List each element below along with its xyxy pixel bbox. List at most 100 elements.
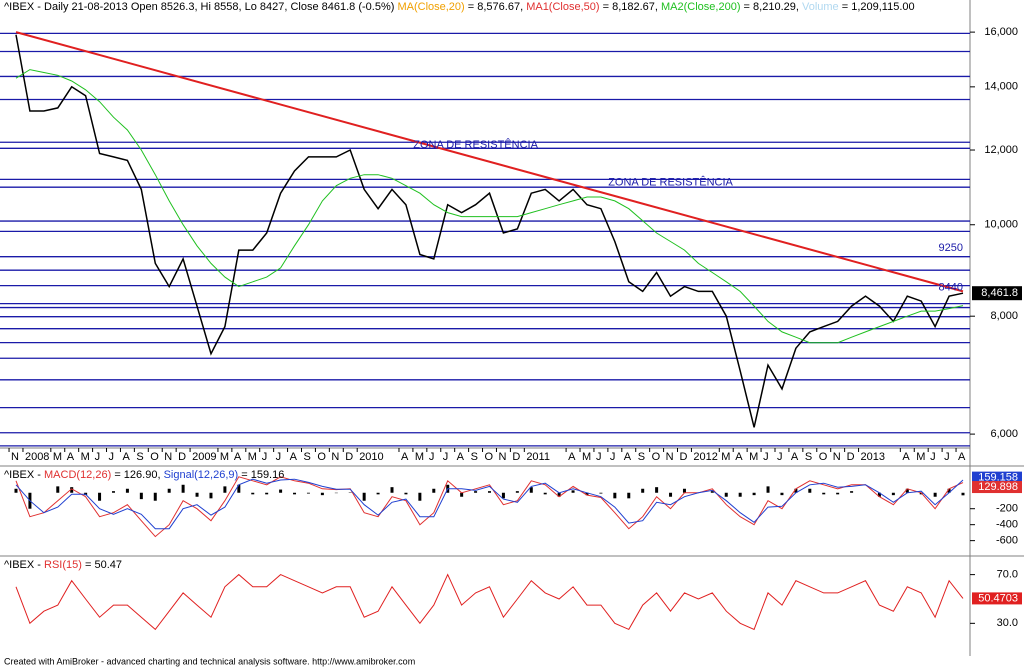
x-tick-label: S [136, 451, 143, 463]
x-tick-label: S [303, 451, 310, 463]
x-tick-label: A [791, 451, 799, 463]
y-tick-label: 10,000 [984, 219, 1018, 231]
x-tick-label: N [11, 451, 19, 463]
title-part: RSI(15) [44, 559, 82, 571]
title-part: = 126.90, [111, 469, 163, 481]
x-tick-label: A [457, 451, 465, 463]
x-tick-label: J [763, 451, 769, 463]
x-tick-label: O [819, 451, 828, 463]
x-tick-label: A [401, 451, 409, 463]
annotation: ZONA DE RESISTÊNCIA [413, 138, 538, 151]
x-tick-label: M [81, 451, 90, 463]
x-tick-label: J [930, 451, 936, 463]
title-part: = 50.47 [82, 559, 122, 571]
series-line [15, 476, 964, 538]
title-part: MA(Close,20) [397, 1, 464, 13]
y-tick-label: -200 [996, 503, 1018, 515]
panel-title: ^IBEX - MACD(12,26) = 126.90, Signal(12,… [4, 469, 284, 481]
annotation: 8440 [939, 281, 963, 293]
x-tick-label: J [109, 451, 115, 463]
title-part: MA1(Close,50) [526, 1, 599, 13]
annotation: ZONA DE RESISTÊNCIA [608, 176, 733, 189]
last-value-label: 129.898 [978, 481, 1018, 493]
title-part: = 1,209,115.00 [839, 1, 915, 13]
x-tick-label: A [290, 451, 298, 463]
x-tick-label: A [122, 451, 130, 463]
y-tick-label: -600 [996, 535, 1018, 547]
x-tick-label: 2009 [192, 451, 216, 463]
panel-title: ^IBEX - Daily 21-08-2013 Open 8526.3, Hi… [4, 1, 915, 13]
x-tick-label: J [276, 451, 282, 463]
x-tick-label: A [902, 451, 910, 463]
annotation: 9250 [939, 242, 963, 254]
series-line [15, 69, 964, 344]
title-part: Signal(12,26,9) [164, 469, 239, 481]
y-tick-label: 14,000 [984, 81, 1018, 93]
last-value-tag [972, 286, 1022, 301]
x-tick-label: J [777, 451, 783, 463]
x-tick-label: D [345, 451, 353, 463]
x-tick-label: J [610, 451, 616, 463]
trendline [15, 31, 964, 293]
y-tick-label: 8,000 [990, 310, 1018, 322]
title-part: ^IBEX - [4, 469, 44, 481]
y-tick-label: -400 [996, 519, 1018, 531]
title-part: = 159.16 [238, 469, 284, 481]
x-tick-label: A [735, 451, 743, 463]
x-tick-label: A [234, 451, 242, 463]
x-tick-label: M [220, 451, 229, 463]
x-tick-label: D [178, 451, 186, 463]
x-tick-label: J [596, 451, 602, 463]
x-tick-label: J [944, 451, 950, 463]
x-tick-label: M [916, 451, 925, 463]
x-tick-label: 2013 [861, 451, 885, 463]
x-tick-label: M [248, 451, 257, 463]
x-tick-label: O [317, 451, 326, 463]
x-tick-label: 2011 [526, 451, 550, 463]
title-part: = 8,210.29, [741, 1, 802, 13]
series-line [15, 34, 964, 428]
x-tick-label: M [749, 451, 758, 463]
x-tick-label: S [638, 451, 645, 463]
x-tick-label: J [443, 451, 449, 463]
x-tick-label: N [331, 451, 339, 463]
x-tick-label: A [624, 451, 632, 463]
x-tick-label: D [512, 451, 520, 463]
title-part: = 8,182.67, [600, 1, 661, 13]
last-value-tag [972, 471, 1022, 484]
series-line [15, 573, 964, 631]
x-tick-label: A [568, 451, 576, 463]
x-tick-label: 2010 [359, 451, 383, 463]
x-tick-label: J [95, 451, 101, 463]
title-part: MA2(Close,200) [661, 1, 740, 13]
footer: Created with AmiBroker - advanced charti… [4, 656, 415, 666]
x-tick-label: S [471, 451, 478, 463]
x-tick-label: M [582, 451, 591, 463]
x-tick-label: S [805, 451, 812, 463]
x-tick-label: D [680, 451, 688, 463]
y-tick-label: 6,000 [990, 428, 1018, 440]
x-tick-label: 2008 [25, 451, 49, 463]
y-tick-label: 12,000 [984, 144, 1018, 156]
title-part: MACD(12,26) [44, 469, 111, 481]
panel-title: ^IBEX - RSI(15) = 50.47 [4, 559, 122, 571]
title-part: ^IBEX - [4, 559, 44, 571]
last-value-label: 8,461.8 [981, 287, 1018, 299]
last-value-tag [972, 481, 1022, 494]
x-tick-label: A [958, 451, 966, 463]
title-part: ^IBEX - Daily 21-08-2013 Open 8526.3, Hi… [4, 1, 397, 13]
y-tick-label: 70.0 [997, 569, 1018, 581]
x-tick-label: N [164, 451, 172, 463]
x-tick-label: M [53, 451, 62, 463]
last-value-label: 159.158 [978, 472, 1018, 484]
x-tick-label: J [262, 451, 268, 463]
x-tick-label: O [485, 451, 494, 463]
last-value-tag [972, 592, 1022, 605]
x-tick-label: 2012 [693, 451, 717, 463]
x-tick-label: A [67, 451, 75, 463]
x-tick-label: D [847, 451, 855, 463]
y-tick-label: 16,000 [984, 26, 1018, 38]
title-part: Volume [802, 1, 839, 13]
